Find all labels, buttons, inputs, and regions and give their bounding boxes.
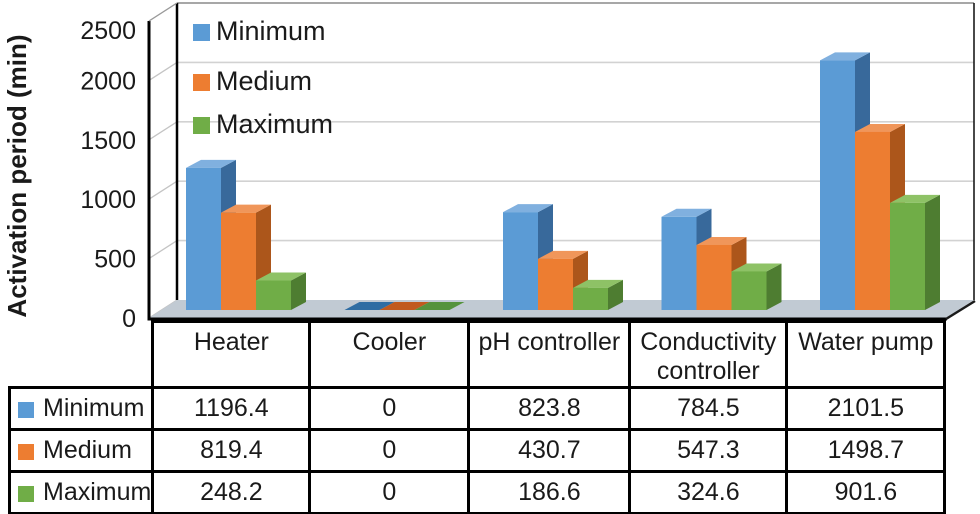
bar-top-medium-heater (221, 204, 271, 213)
bar-maximum-conductivity-controller (731, 271, 767, 310)
bar-top-maximum-ph-controller (573, 279, 623, 288)
side-tick-500 (148, 240, 178, 260)
bar-side-maximum-ph-controller (608, 279, 623, 310)
bar-minimum-heater (186, 167, 221, 310)
table-cell-minimum-water-pump: 2101.5 (785, 385, 947, 431)
bar-top-medium-ph-controller (538, 250, 588, 259)
bar-side-maximum-water-pump (925, 194, 940, 310)
table-cell-minimum-conductivity-controller: 784.5 (628, 385, 789, 431)
bar-medium-conductivity-controller (696, 244, 732, 310)
table-row-label-minimum: Minimum (7, 385, 155, 431)
table-cell-minimum-heater: 1196.4 (151, 385, 312, 431)
data-table: Heater Cooler pH controller Conductivity co… (7, 320, 947, 514)
bar-medium-water-pump (855, 131, 890, 310)
bar-top-medium-water-pump (855, 123, 905, 132)
bar-top-minimum-conductivity-controller (661, 208, 712, 217)
bar-group-heater (186, 159, 306, 310)
y-tick-label-1000: 1000 (80, 186, 136, 214)
table-cell-medium-heater: 819.4 (151, 427, 312, 473)
bar-maximum-ph-controller (573, 287, 608, 310)
table-col-header-conductivity-controller: Conductivity controller (628, 320, 789, 389)
series-key-square-minimum (18, 401, 34, 418)
legend-item-minimum: Minimum (193, 16, 326, 46)
bar-top-medium-conductivity-controller (696, 236, 747, 245)
floor-right-edge (945, 299, 976, 321)
table-cell-maximum-ph-controller: 186.6 (467, 469, 632, 514)
bar-side-maximum-heater (291, 272, 306, 310)
bar-medium-heater (221, 212, 256, 310)
table-col-header-heater: Heater (151, 320, 312, 389)
table-row-maximum: Maximum 248.2 0 186.6 324.6 901.6 (7, 469, 947, 514)
bar-minimum-ph-controller (503, 212, 538, 310)
y-tick-label-2500: 2500 (80, 17, 136, 45)
table-cell-maximum-heater: 248.2 (151, 469, 312, 514)
bar-top-minimum-ph-controller (503, 204, 553, 213)
y-tick-label-2000: 2000 (80, 67, 136, 95)
legend-label-medium: Medium (216, 66, 312, 96)
legend-swatch-medium (193, 74, 210, 91)
bar-group-ph-controller (503, 204, 623, 310)
table-cell-medium-water-pump: 1498.7 (785, 427, 947, 473)
table-cell-minimum-cooler: 0 (308, 385, 471, 431)
bar-minimum-water-pump (820, 60, 855, 311)
bar-top-maximum-water-pump (890, 194, 940, 203)
legend-item-maximum: Maximum (193, 109, 333, 139)
bar-zero-maximum-cooler (414, 302, 465, 310)
table-header-row: Heater Cooler pH controller Conductivity co… (10, 320, 947, 389)
series-key-square-medium (18, 443, 34, 460)
table-row-medium: Medium 819.4 0 430.7 547.3 1498.7 (7, 427, 947, 473)
table-row-label-medium: Medium (7, 427, 155, 473)
table-col-header-cooler: Cooler (308, 320, 471, 389)
table-col-header-water-pump: Water pump (785, 320, 947, 389)
table-header-spacer (10, 322, 153, 388)
legend-label-minimum: Minimum (216, 16, 326, 46)
bar-top-maximum-heater (256, 272, 306, 281)
series-key-square-maximum (18, 485, 34, 502)
bar-group-cooler (344, 302, 465, 310)
table-cell-maximum-water-pump: 901.6 (785, 469, 947, 514)
table-row-label-maximum: Maximum (7, 469, 155, 514)
bar-zero-medium-cooler (379, 302, 430, 310)
wall-top-left-diagonal (148, 2, 178, 22)
legend-swatch-minimum (193, 24, 210, 41)
table-cell-medium-cooler: 0 (308, 427, 471, 473)
table-cell-medium-conductivity-controller: 547.3 (628, 427, 789, 473)
bar-top-maximum-conductivity-controller (731, 263, 782, 272)
y-tick-label-0: 0 (122, 305, 136, 333)
table-cell-minimum-ph-controller: 823.8 (467, 385, 632, 431)
bar-side-maximum-conductivity-controller (766, 263, 782, 310)
side-tick-2000 (148, 61, 178, 81)
bar-top-minimum-water-pump (820, 52, 870, 61)
table-cell-medium-ph-controller: 430.7 (467, 427, 632, 473)
table-cell-maximum-conductivity-controller: 324.6 (628, 469, 789, 514)
bar-chart: 0 500 1000 1500 2000 2500 Minimum Medium Maximum… (2, 2, 976, 333)
legend-swatch-maximum (193, 117, 210, 134)
bar-minimum-conductivity-controller (661, 216, 697, 310)
bar-maximum-heater (256, 280, 291, 310)
side-tick-1000 (148, 180, 178, 200)
table-row-minimum: Minimum 1196.4 0 823.8 784.5 2101.5 (7, 385, 947, 431)
bar-top-minimum-heater (186, 159, 236, 168)
bar-medium-ph-controller (538, 258, 573, 310)
table-col-header-ph-controller: pH controller (467, 320, 632, 389)
y-axis-title: Activation period (min) (2, 34, 32, 317)
legend-label-maximum: Maximum (216, 109, 333, 139)
bar-zero-minimum-cooler (344, 302, 395, 310)
bar-maximum-water-pump (890, 202, 925, 310)
bar-group-conductivity-controller (661, 208, 782, 310)
bar-group-water-pump (820, 52, 940, 311)
side-tick-1500 (148, 121, 178, 141)
table-cell-maximum-cooler: 0 (308, 469, 471, 514)
y-tick-label-500: 500 (94, 246, 136, 274)
y-tick-label-1500: 1500 (80, 127, 136, 155)
legend-item-medium: Medium (193, 66, 312, 96)
